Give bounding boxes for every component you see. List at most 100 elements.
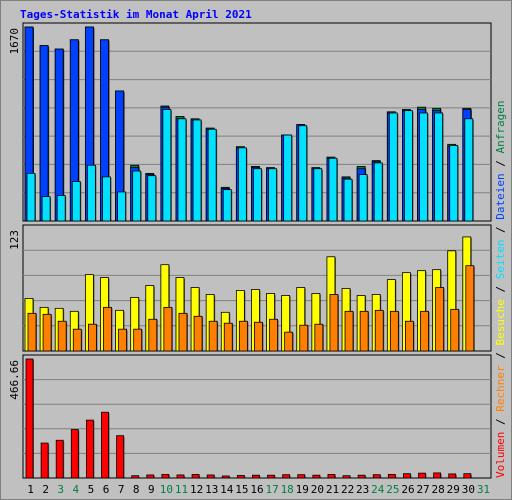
x-tick-label: 5: [88, 483, 95, 496]
bar-seiten: [177, 118, 187, 222]
x-tick-label: 17: [265, 483, 278, 496]
bar-rechner: [420, 310, 429, 352]
x-tick-label: 2: [42, 483, 49, 496]
bar-seiten: [313, 168, 323, 222]
x-tick-label: 31: [477, 483, 490, 496]
bar-seiten: [328, 157, 338, 222]
bar-rechner: [359, 310, 369, 352]
bar-rechner: [118, 328, 127, 352]
legend-entry: Volumen: [494, 425, 507, 478]
bar-seiten: [26, 172, 36, 222]
bar-seiten: [102, 176, 111, 222]
x-tick-label: 21: [326, 483, 339, 496]
bar-volumen: [403, 473, 411, 479]
y-tick-label: 1670: [8, 28, 21, 55]
bar-rechner: [42, 313, 52, 352]
bar-seiten: [41, 196, 51, 222]
legend-entry: /: [494, 412, 507, 425]
bar-rechner: [27, 312, 37, 352]
bar-seiten: [449, 145, 459, 222]
x-tick-label: 8: [133, 483, 140, 496]
x-tick-label: 22: [341, 483, 354, 496]
bar-rechner: [178, 312, 188, 352]
bar-rechner: [284, 331, 294, 352]
x-tick-label: 24: [371, 483, 385, 496]
bar-volumen: [176, 474, 185, 479]
chart-title: Tages-Statistik im Monat April 2021: [20, 8, 252, 21]
bar-volumen: [252, 474, 260, 479]
bar-seiten: [71, 181, 81, 222]
legend-entry: Rechner: [494, 359, 507, 412]
bar-rechner: [405, 320, 414, 352]
x-tick-label: 7: [118, 483, 125, 496]
bar-volumen: [161, 474, 170, 479]
bar-seiten: [207, 128, 217, 222]
bar-volumen: [206, 474, 215, 479]
bar-volumen: [463, 473, 472, 479]
bar-rechner: [329, 294, 339, 352]
x-tick-label: 30: [462, 483, 475, 496]
bar-volumen: [448, 473, 457, 479]
bar-rechner: [450, 308, 460, 352]
legend-entry: Seiten: [494, 233, 507, 279]
bar-volumen: [342, 475, 351, 479]
bar-seiten: [434, 112, 444, 222]
bar-rechner: [314, 323, 324, 352]
x-tick-label: 20: [311, 483, 324, 496]
bar-seiten: [86, 164, 96, 222]
bar-rechner: [374, 309, 384, 352]
x-tick-label: 1: [27, 483, 34, 496]
x-tick-label: 16: [250, 483, 263, 496]
bar-rechner: [389, 310, 399, 352]
bar-seiten: [147, 175, 157, 222]
legend-entry: Anfragen: [494, 100, 507, 153]
bar-rechner: [344, 310, 354, 352]
x-tick-label: 13: [205, 483, 218, 496]
bar-volumen: [70, 429, 79, 479]
x-tick-label: 6: [103, 483, 110, 496]
bar-volumen: [116, 435, 124, 479]
x-tick-label: 9: [148, 483, 155, 496]
bar-volumen: [387, 474, 396, 479]
bar-dateien: [39, 45, 49, 222]
x-tick-label: 15: [235, 483, 248, 496]
x-tick-label: 26: [401, 483, 414, 496]
bar-seiten: [464, 118, 474, 222]
x-tick-label: 27: [416, 483, 429, 496]
bar-rechner: [57, 320, 67, 352]
bar-rechner: [87, 323, 97, 352]
bar-volumen: [101, 411, 109, 479]
legend-entry: /: [494, 220, 507, 233]
bar-volumen: [221, 475, 230, 479]
bar-rechner: [254, 321, 263, 352]
bar-volumen: [25, 358, 34, 479]
y-tick-label: 466.66: [8, 360, 21, 400]
legend-entry: /: [494, 153, 507, 166]
x-tick-label: 14: [220, 483, 234, 496]
bar-rechner: [238, 320, 248, 352]
bar-volumen: [55, 439, 64, 479]
bar-seiten: [268, 168, 277, 222]
bar-rechner: [148, 318, 158, 352]
bar-volumen: [357, 474, 366, 479]
bar-rechner: [133, 328, 143, 352]
x-tick-label: 12: [190, 483, 203, 496]
bar-volumen: [282, 474, 291, 479]
bar-seiten: [237, 147, 247, 222]
bar-seiten: [162, 109, 172, 222]
legend-entry: Besuche: [494, 293, 507, 346]
y-tick-label: 123: [8, 230, 21, 250]
bar-rechner: [435, 287, 445, 352]
bar-rechner: [223, 322, 233, 352]
bar-seiten: [388, 112, 398, 222]
bar-volumen: [297, 474, 306, 479]
bar-seiten: [117, 191, 126, 222]
x-tick-label: 28: [432, 483, 445, 496]
legend-entry: /: [494, 346, 507, 359]
x-tick-label: 3: [57, 483, 64, 496]
bar-rechner: [103, 306, 112, 352]
bar-seiten: [56, 195, 66, 222]
bar-rechner: [72, 328, 82, 352]
bar-volumen: [146, 474, 155, 479]
